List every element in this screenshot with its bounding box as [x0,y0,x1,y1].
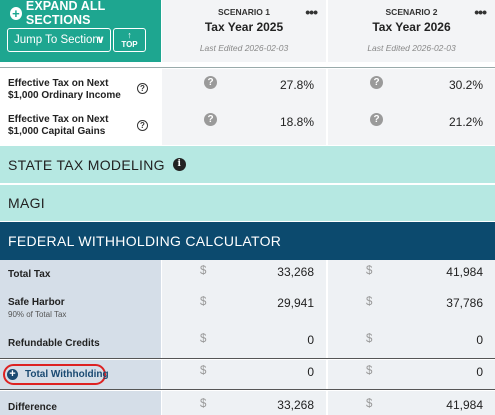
jump-to-section-label: Jump To Section [14,34,99,46]
scenario-1-value: 18.8% [279,115,314,129]
currency-symbol: $ [200,265,207,277]
help-icon[interactable]: ? [137,120,148,131]
scenario-1-value: 0 [307,365,314,379]
row-label: Effective Tax on Next $1,000 Capital Gai… [8,114,109,137]
scenario-2-label: SCENARIO 2 [385,7,438,17]
scenario-2-value: 37,786 [446,296,483,310]
scenario-2-value: 30.2% [448,78,483,92]
row-label: Safe Harbor 90% of Total Tax [8,297,66,321]
scenario-1-value: 33,268 [277,398,314,412]
scenario-1-value: 27.8% [279,78,314,92]
scenario-1-header: SCENARIO 1 Tax Year 2025 Last Edited 202… [162,0,326,62]
scenario-1-value: 0 [307,333,314,347]
total-withholding-link[interactable]: Total Withholding [25,369,109,380]
info-icon[interactable]: i [172,158,186,171]
section-state-tax-modeling[interactable]: STATE TAX MODELING i [0,145,495,183]
section-title: FEDERAL WITHHOLDING CALCULATOR [8,233,282,249]
currency-symbol: $ [200,398,207,410]
table-row: Effective Tax on Next $1,000 Capital Gai… [0,109,495,145]
scenario-1-more-icon[interactable]: ••• [305,4,318,20]
row-label: Refundable Credits [8,338,100,349]
expand-all-button[interactable]: + EXPAND ALL SECTIONS [10,0,161,27]
plus-circle-icon: + [10,6,22,20]
row-label: Difference [8,402,57,413]
scenario-2-value: 0 [476,333,483,347]
table-row: Total Tax $ 33,268 $ 41,984 [0,260,495,289]
expand-all-label: EXPAND ALL SECTIONS [25,0,106,27]
scenario-2-value: 0 [476,365,483,379]
row-sublabel: 90% of Total Tax [8,310,67,319]
currency-symbol: $ [366,265,373,277]
currency-symbol: $ [200,333,207,345]
scenario-2-year: Tax Year 2026 [372,20,451,34]
scenario-1-year: Tax Year 2025 [204,20,284,34]
highlight-oval [3,364,106,385]
scenario-1-label: SCENARIO 1 [218,7,270,17]
help-icon[interactable]: ? [137,83,148,94]
row-label: Effective Tax on Next $1,000 Ordinary In… [8,78,121,101]
currency-symbol: $ [366,398,373,410]
scenario-1-edited: Last Edited 2026-02-03 [199,43,289,53]
currency-symbol: $ [200,296,207,308]
currency-symbol: $ [366,365,373,377]
currency-symbol: $ [200,365,207,377]
question-icon[interactable]: ? [370,76,383,89]
question-icon[interactable]: ? [204,76,217,89]
question-icon[interactable]: ? [204,113,217,126]
expand-plus-icon[interactable]: + [7,369,18,380]
scenario-2-value: 41,984 [446,265,483,279]
table-row: Effective Tax on Next $1,000 Ordinary In… [0,69,495,109]
scenario-2-header: SCENARIO 2 Tax Year 2026 Last Edited 202… [328,0,495,62]
section-magi[interactable]: MAGI [0,184,495,221]
header-controls: + EXPAND ALL SECTIONS Jump To Section ∨ … [0,0,161,62]
arrow-up-icon: ↑ [127,30,132,40]
scenario-2-edited: Last Edited 2026-02-03 [367,43,456,53]
currency-symbol: $ [366,296,373,308]
row-label: Total Tax [8,269,51,280]
jump-to-section-select[interactable]: Jump To Section ∨ [7,28,111,52]
question-icon[interactable]: ? [370,113,383,126]
scenario-1-value: 29,941 [277,296,314,310]
table-row: Refundable Credits $ 0 $ 0 [0,327,495,359]
top-button[interactable]: ↑ TOP [113,28,146,52]
currency-symbol: $ [366,333,373,345]
scenario-2-value: 41,984 [446,398,483,412]
row-label-text: Safe Harbor [8,297,65,308]
scenario-2-more-icon[interactable]: ••• [474,4,487,20]
section-federal-withholding[interactable]: FEDERAL WITHHOLDING CALCULATOR [0,222,495,260]
table-row: + Total Withholding $ 0 $ 0 [0,360,495,390]
top-label: TOP [121,40,138,49]
section-title: STATE TAX MODELING [8,156,165,173]
table-row: Safe Harbor 90% of Total Tax $ 29,941 $ … [0,289,495,327]
scenario-1-value: 33,268 [277,265,314,279]
chevron-down-icon: ∨ [96,34,105,46]
header-divider [0,62,495,68]
section-title: MAGI [8,195,45,211]
scenario-2-value: 21.2% [448,115,483,129]
table-row: Difference $ 33,268 $ 41,984 [0,391,495,415]
